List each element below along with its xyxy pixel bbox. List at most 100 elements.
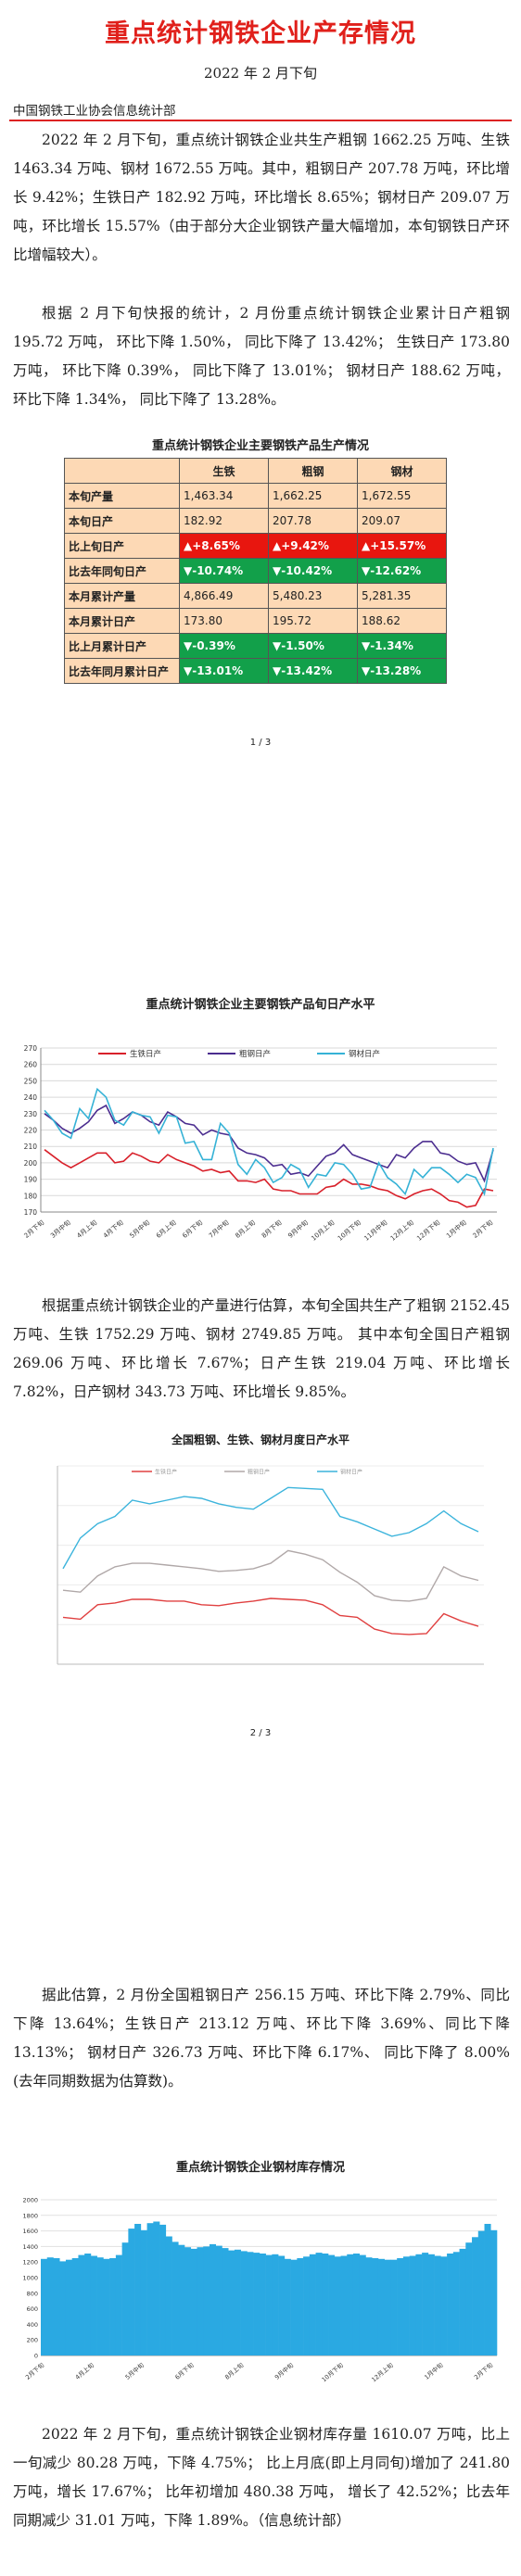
table-cell: ▼-13.01% bbox=[179, 658, 269, 684]
series-line-2 bbox=[62, 1549, 479, 1602]
table-row-label: 本月累计产量 bbox=[64, 583, 180, 609]
inventory-bar bbox=[184, 2247, 192, 2355]
y-tick-label: 400 bbox=[27, 2321, 38, 2329]
paragraph-summary: 2022 年 2 月下旬，重点统计钢铁企业共生产粗钢 1662.25 万吨、生铁… bbox=[13, 132, 510, 263]
table-row-label: 比去年同月累计日产 bbox=[64, 658, 180, 684]
y-tick-label: 240 bbox=[24, 1093, 38, 1102]
inventory-bar bbox=[59, 2261, 67, 2355]
x-tick-label: 6月上旬 bbox=[154, 1219, 177, 1240]
table-cell: ▼-10.74% bbox=[179, 558, 269, 584]
table-cell: 173.80 bbox=[179, 608, 269, 634]
table-header-row: 生铁 粗钢 钢材 bbox=[64, 458, 447, 484]
inventory-bar bbox=[322, 2254, 329, 2355]
table-cell: ▼-1.50% bbox=[268, 633, 358, 659]
table-row-label: 比上月累计日产 bbox=[64, 633, 180, 659]
inventory-bar bbox=[372, 2258, 379, 2355]
table-cell: ▼-13.42% bbox=[268, 658, 358, 684]
x-tick-label: 6月下旬 bbox=[181, 1219, 204, 1240]
inventory-bar bbox=[459, 2248, 466, 2355]
x-tick-label: 8月上旬 bbox=[223, 2360, 246, 2380]
inventory-bar bbox=[359, 2254, 366, 2355]
inventory-bar bbox=[128, 2229, 135, 2355]
inventory-bar bbox=[222, 2248, 229, 2355]
y-tick-label: 0 bbox=[34, 2353, 38, 2360]
inventory-bar bbox=[415, 2254, 423, 2355]
production-table: 生铁 粗钢 钢材 本旬产量 1,463.34 1,662.25 1,672.55 本旬日… bbox=[64, 458, 447, 684]
table-row: 本月累计产量 4,866.49 5,480.23 5,281.35 bbox=[64, 583, 447, 609]
inventory-bar bbox=[53, 2258, 60, 2355]
paragraph-inventory: 2022 年 2 月下旬，重点统计钢铁企业钢材库存量 1610.07 万吨，比上… bbox=[13, 2426, 510, 2529]
inventory-bar bbox=[334, 2256, 341, 2355]
table-cell: ▲+8.65% bbox=[179, 533, 269, 559]
inventory-bar bbox=[402, 2256, 410, 2355]
y-tick-label: 220 bbox=[24, 1127, 38, 1135]
table-header-cell: 生铁 bbox=[179, 458, 269, 484]
legend-label: 生铁日产 bbox=[155, 1469, 177, 1476]
y-tick-label: 190 bbox=[24, 1176, 38, 1184]
table-header-cell bbox=[64, 458, 180, 484]
x-tick-label: 3月中旬 bbox=[48, 1219, 71, 1240]
table-cell: 182.92 bbox=[179, 508, 269, 534]
inventory-bar bbox=[165, 2236, 172, 2355]
inventory-bar bbox=[278, 2255, 286, 2355]
inventory-bar bbox=[78, 2254, 85, 2355]
x-tick-label: 2月下旬 bbox=[472, 2360, 494, 2380]
inventory-bar bbox=[347, 2254, 354, 2355]
x-tick-label: 8月上旬 bbox=[234, 1219, 257, 1240]
y-tick-label: 250 bbox=[24, 1077, 38, 1085]
x-tick-label: 4月上旬 bbox=[73, 2360, 95, 2380]
x-tick-label: 8月下旬 bbox=[260, 1219, 283, 1240]
table-row-label: 本旬产量 bbox=[64, 483, 180, 509]
inventory-bar bbox=[290, 2259, 298, 2355]
inventory-bar bbox=[390, 2259, 398, 2355]
inventory-bar bbox=[172, 2241, 179, 2355]
y-tick-label: 1600 bbox=[22, 2228, 38, 2235]
inventory-bar bbox=[146, 2223, 154, 2355]
x-tick-label: 2月下旬 bbox=[471, 1219, 494, 1240]
x-tick-label: 7月中旬 bbox=[207, 1219, 230, 1240]
inventory-bar bbox=[447, 2254, 454, 2355]
x-tick-label: 5月中旬 bbox=[123, 2360, 146, 2380]
x-tick-label: 4月上旬 bbox=[75, 1219, 98, 1240]
table-row: 比上旬日产 ▲+8.65% ▲+9.42% ▲+15.57% bbox=[64, 533, 447, 559]
inventory-bar bbox=[427, 2254, 435, 2355]
y-tick-label: 270 bbox=[24, 1044, 38, 1053]
x-tick-label: 2月下旬 bbox=[22, 1219, 45, 1240]
table-cell: 1,672.55 bbox=[357, 483, 447, 509]
inventory-bar bbox=[153, 2221, 160, 2355]
x-tick-label: 10月上旬 bbox=[310, 1219, 337, 1243]
inventory-bar bbox=[228, 2250, 235, 2355]
y-tick-label: 180 bbox=[24, 1192, 38, 1200]
x-tick-label: 9月中旬 bbox=[286, 1219, 310, 1240]
inventory-bar bbox=[190, 2248, 197, 2355]
legend-label: 粗钢日产 bbox=[239, 1049, 271, 1059]
inventory-bar bbox=[121, 2242, 129, 2355]
inventory-bar bbox=[384, 2259, 391, 2355]
inventory-bar bbox=[465, 2242, 473, 2355]
inventory-bar bbox=[203, 2246, 210, 2355]
legend-label: 粗钢日产 bbox=[248, 1469, 270, 1476]
table-title: 重点统计钢铁企业主要钢铁产品生产情况 bbox=[151, 439, 369, 453]
inventory-bar bbox=[472, 2237, 479, 2355]
table-header-cell: 粗钢 bbox=[268, 458, 358, 484]
table-cell: ▼-1.34% bbox=[357, 633, 447, 659]
inventory-bar bbox=[46, 2257, 54, 2355]
inventory-bar bbox=[115, 2254, 122, 2355]
table-row-label: 本旬日产 bbox=[64, 508, 180, 534]
inventory-bar bbox=[303, 2256, 311, 2355]
inventory-bar bbox=[259, 2254, 266, 2355]
table-row-label: 比去年同旬日产 bbox=[64, 558, 180, 584]
inventory-bar bbox=[41, 2258, 48, 2355]
table-cell: 195.72 bbox=[268, 608, 358, 634]
y-tick-label: 230 bbox=[24, 1110, 38, 1118]
table-cell: ▼-13.28% bbox=[357, 658, 447, 684]
inventory-bar bbox=[103, 2258, 110, 2355]
table-row-label: 本月累计日产 bbox=[64, 608, 180, 634]
table-cell: ▼-0.39% bbox=[179, 633, 269, 659]
x-tick-label: 12月上旬 bbox=[388, 1219, 415, 1243]
inventory-bar bbox=[234, 2249, 241, 2355]
y-tick-label: 1200 bbox=[22, 2259, 38, 2267]
inventory-bar bbox=[377, 2258, 385, 2355]
table-row: 比去年同月累计日产 ▼-13.01% ▼-13.42% ▼-13.28% bbox=[64, 658, 447, 684]
inventory-bar bbox=[90, 2255, 97, 2355]
